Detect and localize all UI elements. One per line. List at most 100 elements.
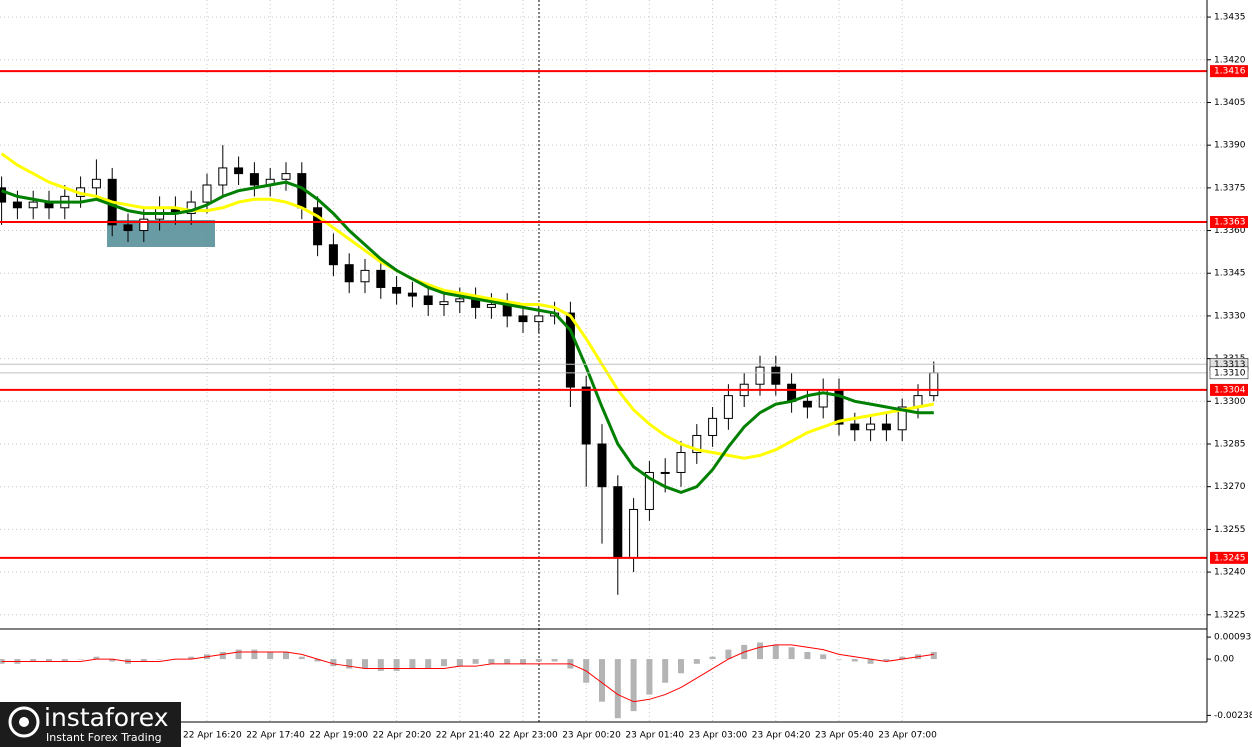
candle-body <box>392 286 402 294</box>
candle-body <box>28 201 38 209</box>
moving-average <box>1 180 934 494</box>
macd-bar <box>188 656 195 660</box>
y-tick-label: 1.3360 <box>1214 226 1246 236</box>
candle-body <box>644 471 654 510</box>
macd-bar <box>599 659 605 702</box>
macd-bar <box>851 659 858 662</box>
candle-body <box>660 471 670 474</box>
macd-bar <box>899 656 906 660</box>
macd-bar <box>788 647 795 660</box>
x-tick-label: 22 Apr 19:00 <box>309 731 368 741</box>
candle-body <box>360 269 370 283</box>
macd-bar <box>820 654 827 660</box>
candle-body <box>802 400 812 408</box>
x-tick-label: 23 Apr 07:00 <box>878 731 937 741</box>
candle-body <box>234 167 244 175</box>
macd-bar <box>709 656 716 660</box>
candle-body <box>249 173 259 186</box>
brand-name: instaforex <box>44 703 169 732</box>
candle-body <box>0 187 7 203</box>
macd-bar <box>804 651 811 660</box>
x-tick-label: 23 Apr 03:00 <box>689 731 748 741</box>
level-tag <box>1210 551 1248 564</box>
logo-icon <box>8 706 40 738</box>
y-tick-label: 1.3420 <box>1214 55 1246 65</box>
candle-body <box>850 423 860 431</box>
y-tick-label: 1.3390 <box>1214 141 1246 151</box>
y-tick-label: 1.3270 <box>1214 482 1246 492</box>
macd-bar <box>930 651 937 660</box>
price-label: 1.3310 <box>1214 368 1246 378</box>
macd-bar <box>140 659 147 662</box>
macd-bar <box>393 659 400 671</box>
macd-bar <box>551 659 558 662</box>
macd-bar <box>251 649 258 660</box>
x-tick-label: 22 Apr 23:00 <box>499 731 558 741</box>
candle-body <box>629 508 639 559</box>
macd-bar <box>93 656 100 660</box>
candle-body <box>123 224 133 232</box>
macd-bar <box>472 659 479 664</box>
macd-bar <box>614 659 621 719</box>
candle-body <box>581 386 591 445</box>
macd-bar <box>219 651 226 660</box>
candle-body <box>708 417 718 436</box>
macd-bar <box>61 659 68 662</box>
plot <box>0 70 1207 719</box>
y-tick-label: 0.00 <box>1214 655 1234 665</box>
level-label: 1.3245 <box>1214 553 1246 563</box>
candle-body <box>423 295 433 306</box>
candle-body <box>202 184 212 203</box>
candle-body <box>518 315 528 323</box>
candle-body <box>486 304 496 308</box>
candle-body <box>881 423 891 431</box>
candle-body <box>407 292 417 297</box>
candle-body <box>723 395 733 419</box>
macd-bar <box>693 659 700 664</box>
candle-body <box>313 207 323 246</box>
macd-bar <box>109 659 116 662</box>
level-tag <box>1210 383 1248 396</box>
x-tick-label: 23 Apr 04:20 <box>752 731 811 741</box>
y-tick-label: -0.00238 <box>1214 711 1252 721</box>
highlight-box <box>107 220 215 247</box>
price-tag <box>1209 366 1249 380</box>
candle-body <box>692 434 702 454</box>
macd-bar <box>441 659 447 667</box>
y-tick-label: 0.00093 <box>1214 633 1251 643</box>
macd-bar <box>488 659 495 664</box>
candle-body <box>897 406 907 431</box>
grid <box>0 0 1207 722</box>
candle-body <box>676 452 686 473</box>
macd-bar <box>314 659 321 662</box>
y-tick-label: 1.3285 <box>1214 440 1246 450</box>
macd-bar <box>867 659 874 664</box>
y-tick-label: 1.3225 <box>1214 610 1246 620</box>
y-tick-label: 1.3435 <box>1214 13 1246 23</box>
macd-bar <box>330 659 337 667</box>
macd-bar <box>30 659 37 662</box>
candle-body <box>139 218 149 232</box>
macd-bar <box>456 659 463 667</box>
candle-body <box>12 201 22 209</box>
x-tick-label: 23 Apr 00:20 <box>562 731 621 741</box>
y-tick-label: 1.3375 <box>1214 183 1246 193</box>
y-tick-label: 1.3345 <box>1214 269 1246 279</box>
x-tick-label: 22 Apr 17:40 <box>246 731 305 741</box>
macd-bar <box>725 649 732 660</box>
moving-average <box>0 152 935 460</box>
candle-body <box>376 269 386 288</box>
x-tick-label: 22 Apr 20:20 <box>373 731 432 741</box>
macd-bar <box>156 659 163 660</box>
macd-bar <box>504 659 511 664</box>
macd-bar <box>646 659 653 695</box>
x-tick-label: 22 Apr 21:40 <box>436 731 495 741</box>
candle-body <box>597 443 607 488</box>
x-tick-label: 23 Apr 05:40 <box>815 731 874 741</box>
macd-bar <box>235 649 242 660</box>
candle-body <box>565 312 575 388</box>
macd-bar <box>757 642 763 660</box>
candle-body <box>439 301 449 306</box>
candle-body <box>866 423 876 431</box>
x-tick-label: 22 Apr 16:20 <box>183 731 242 741</box>
